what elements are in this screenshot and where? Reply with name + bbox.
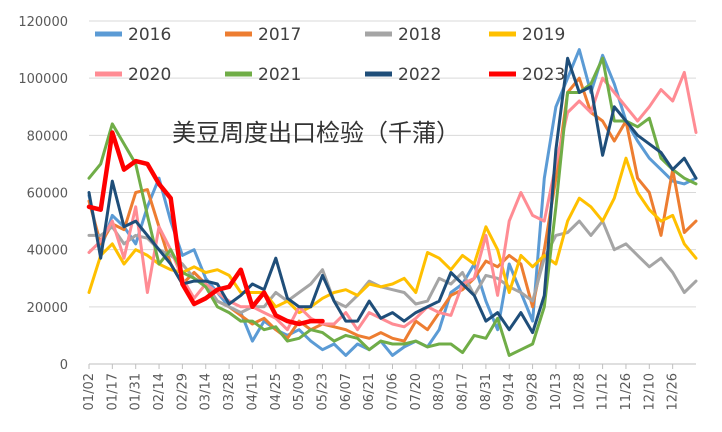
legend-label-2023: 2023 (522, 65, 565, 85)
y-tick-label: 120000 (18, 15, 68, 30)
series-line-2023 (86, 130, 325, 327)
legend-label-2019: 2019 (522, 25, 565, 45)
chart-title: 美豆周度出口检验（千蒲） (172, 119, 460, 147)
y-tick-label: 80000 (27, 129, 68, 144)
legend: 2016 2017 2018 2019 2020 2021 2022 2023 (95, 25, 565, 85)
x-tick-label: 05/23 (315, 373, 330, 410)
x-tick-label: 02/14 (152, 373, 167, 410)
x-axis: 01/02 01/17 01/31 02/14 02/29 03/14 03/28 04/11… (82, 363, 696, 410)
x-tick-label: 05/09 (292, 373, 307, 410)
x-tick-label: 12/10 (642, 373, 657, 410)
x-tick-label: 07/06 (386, 373, 401, 410)
series-line-2017 (87, 76, 698, 343)
x-tick-label: 03/14 (199, 373, 214, 410)
y-axis: 0 20000 40000 60000 80000 100000 120000 (18, 15, 68, 373)
x-tick-label: 01/31 (129, 373, 144, 410)
grid-layer (89, 20, 696, 308)
x-tick-label: 08/03 (432, 373, 447, 410)
legend-label-2016: 2016 (128, 25, 171, 45)
x-tick-label: 06/07 (339, 373, 354, 410)
x-tick-label: 03/28 (222, 373, 237, 410)
x-tick-label: 10/28 (572, 373, 587, 410)
x-tick-label: 09/28 (526, 373, 541, 410)
x-tick-label: 06/21 (362, 373, 377, 410)
legend-label-2017: 2017 (258, 25, 301, 45)
x-tick-label: 02/29 (175, 373, 190, 410)
x-tick-label: 11/12 (596, 373, 611, 410)
y-tick-label: 100000 (18, 72, 68, 87)
y-tick-label: 60000 (27, 187, 68, 202)
series-line-2016 (87, 48, 698, 357)
x-tick-label: 04/25 (269, 373, 284, 410)
x-tick-label: 08/31 (479, 373, 494, 410)
x-tick-label: 08/17 (456, 373, 471, 410)
legend-label-2020: 2020 (128, 65, 171, 85)
x-tick-label: 01/17 (105, 373, 120, 410)
x-tick-label: 10/13 (549, 373, 564, 410)
series-layer (86, 48, 698, 357)
x-tick-label: 12/26 (666, 373, 681, 410)
x-tick-label: 11/26 (619, 373, 634, 410)
x-tick-label: 09/14 (502, 373, 517, 410)
legend-label-2021: 2021 (258, 65, 301, 85)
legend-label-2022: 2022 (398, 65, 441, 85)
x-tick-label: 01/02 (82, 373, 97, 410)
legend-label-2018: 2018 (398, 25, 441, 45)
y-tick-label: 0 (60, 358, 68, 373)
series-line-2019 (87, 156, 698, 315)
series-line-2021 (87, 56, 698, 357)
series-line-2022 (87, 56, 698, 335)
series-line-2018 (87, 219, 698, 315)
y-tick-label: 20000 (27, 301, 68, 316)
x-tick-label: 04/11 (245, 373, 260, 410)
x-tick-label: 07/20 (409, 373, 424, 410)
y-tick-label: 40000 (27, 244, 68, 259)
